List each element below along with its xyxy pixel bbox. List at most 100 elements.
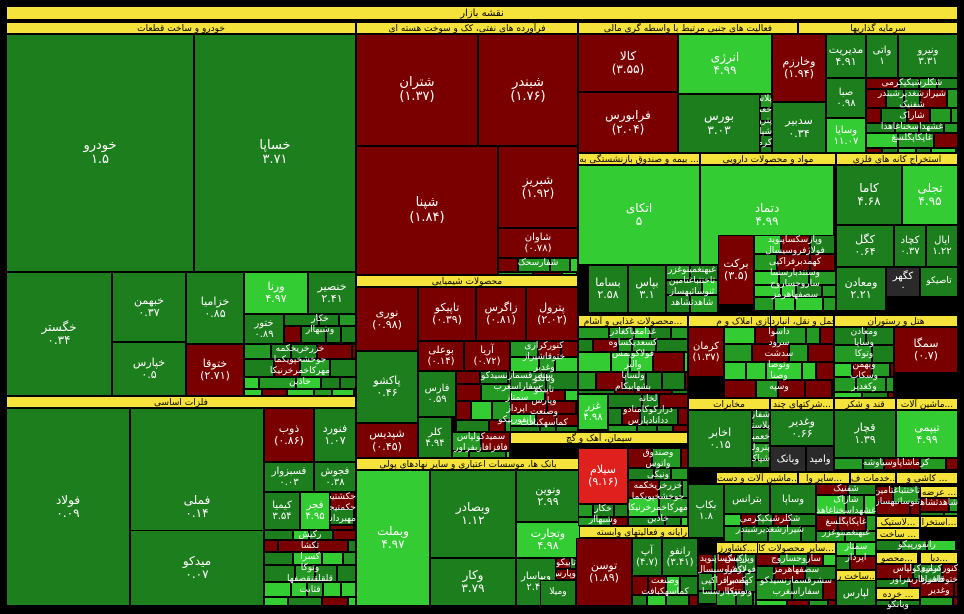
small-stock-tile[interactable] xyxy=(776,327,806,344)
small-stock-tile[interactable] xyxy=(945,470,958,472)
small-stock-tile[interactable] xyxy=(866,148,882,153)
small-stock-tile[interactable] xyxy=(316,540,348,552)
small-stock-tile[interactable] xyxy=(547,401,576,414)
small-stock-tile[interactable] xyxy=(754,285,781,297)
stock-tile[interactable]: قچار ۱.۳۹ xyxy=(834,410,896,458)
small-stock-tile[interactable] xyxy=(752,344,789,362)
stock-tile[interactable]: اتکای ۵ xyxy=(578,165,700,265)
small-stock-tile[interactable] xyxy=(766,362,802,380)
small-stock-tile[interactable] xyxy=(578,352,611,372)
small-stock-tile[interactable] xyxy=(876,551,904,553)
small-stock-tile[interactable] xyxy=(681,448,688,468)
small-stock-tile[interactable] xyxy=(510,401,547,414)
small-stock-tile[interactable] xyxy=(823,297,836,311)
small-stock-tile[interactable] xyxy=(834,458,863,470)
small-stock-tile[interactable] xyxy=(637,425,657,432)
sector-header[interactable]: استخراج کانه های فلزی xyxy=(836,153,958,165)
small-stock-tile[interactable] xyxy=(653,352,684,372)
small-stock-tile[interactable] xyxy=(593,339,618,352)
small-stock-tile[interactable] xyxy=(846,495,864,515)
small-stock-tile[interactable] xyxy=(848,484,876,495)
small-stock-tile[interactable] xyxy=(953,551,958,553)
small-stock-tile[interactable] xyxy=(608,425,637,432)
stock-tile[interactable]: پترول (۲.۰۲) xyxy=(526,287,578,341)
small-stock-tile[interactable] xyxy=(536,414,556,426)
sector-header[interactable]: کشاورز... xyxy=(716,542,758,554)
small-stock-tile[interactable] xyxy=(672,390,688,394)
small-stock-tile[interactable] xyxy=(946,458,958,470)
small-stock-tile[interactable] xyxy=(746,362,766,380)
small-stock-tile[interactable] xyxy=(352,344,356,359)
sector-header[interactable]: بانک ها، موسسات اعتباری و سایر نهادهای پ… xyxy=(356,458,580,470)
small-stock-tile[interactable] xyxy=(315,565,337,582)
stock-tile[interactable]: بساما ۲.۵۸ xyxy=(588,265,628,313)
small-stock-tile[interactable] xyxy=(596,372,624,390)
small-stock-tile[interactable] xyxy=(614,504,628,517)
small-stock-tile[interactable] xyxy=(666,595,689,606)
small-stock-tile[interactable] xyxy=(287,389,314,396)
small-stock-tile[interactable] xyxy=(456,371,480,384)
small-stock-tile[interactable] xyxy=(834,345,872,363)
small-stock-tile[interactable] xyxy=(944,123,958,133)
sector-header[interactable]: سایر وا... xyxy=(798,472,850,484)
small-stock-tile[interactable] xyxy=(284,314,319,326)
small-stock-tile[interactable] xyxy=(556,414,578,426)
small-stock-tile[interactable] xyxy=(790,514,816,526)
small-stock-tile[interactable] xyxy=(834,363,852,377)
small-stock-tile[interactable] xyxy=(931,148,956,153)
small-stock-tile[interactable] xyxy=(781,285,796,297)
small-stock-tile[interactable] xyxy=(716,554,736,572)
small-stock-tile[interactable] xyxy=(545,390,565,401)
small-stock-tile[interactable] xyxy=(742,526,768,542)
stock-tile[interactable]: ورنا ۴.۹۷ xyxy=(244,272,308,314)
small-stock-tile[interactable] xyxy=(886,377,894,392)
small-stock-tile[interactable] xyxy=(576,401,578,414)
small-stock-tile[interactable] xyxy=(893,486,919,503)
small-stock-tile[interactable] xyxy=(578,327,609,339)
stock-tile[interactable]: خنصیر ۲.۴۱ xyxy=(308,272,356,314)
small-stock-tile[interactable] xyxy=(781,235,810,254)
small-stock-tile[interactable] xyxy=(662,372,685,390)
small-stock-tile[interactable] xyxy=(650,327,671,339)
small-stock-tile[interactable] xyxy=(682,480,688,498)
small-stock-tile[interactable] xyxy=(777,254,810,271)
small-stock-tile[interactable] xyxy=(634,327,650,339)
small-stock-tile[interactable] xyxy=(659,394,688,408)
small-stock-tile[interactable] xyxy=(832,380,834,398)
small-stock-tile[interactable] xyxy=(456,420,489,432)
small-stock-tile[interactable] xyxy=(920,498,949,512)
small-stock-tile[interactable] xyxy=(922,470,945,472)
sector-header[interactable]: قند و شکر xyxy=(834,398,896,410)
small-stock-tile[interactable] xyxy=(698,554,713,573)
small-stock-tile[interactable] xyxy=(956,148,958,153)
small-stock-tile[interactable] xyxy=(851,470,875,472)
small-stock-tile[interactable] xyxy=(756,380,778,398)
small-stock-tile[interactable] xyxy=(863,458,884,470)
stock-tile[interactable]: تاصیکو xyxy=(920,267,958,297)
small-stock-tile[interactable] xyxy=(673,425,688,432)
small-stock-tile[interactable] xyxy=(822,285,836,297)
small-stock-tile[interactable] xyxy=(904,551,933,553)
small-stock-tile[interactable] xyxy=(578,339,593,352)
small-stock-tile[interactable] xyxy=(816,495,846,515)
small-stock-tile[interactable] xyxy=(810,254,835,271)
small-stock-tile[interactable] xyxy=(816,531,845,542)
small-stock-tile[interactable] xyxy=(752,443,770,460)
small-stock-tile[interactable] xyxy=(300,359,330,377)
small-stock-tile[interactable] xyxy=(801,526,816,542)
small-stock-tile[interactable] xyxy=(555,357,578,372)
small-stock-tile[interactable] xyxy=(872,345,894,363)
small-stock-tile[interactable] xyxy=(295,565,315,582)
stock-tile[interactable]: کرمان (۱.۳۷) xyxy=(688,327,724,377)
sector-header[interactable]: خودرو و ساخت قطعات xyxy=(6,22,356,34)
small-stock-tile[interactable] xyxy=(947,89,958,108)
small-stock-tile[interactable] xyxy=(756,600,787,606)
small-stock-tile[interactable] xyxy=(684,352,688,372)
stock-tile[interactable]: تیپمی ۴.۹۹ xyxy=(896,410,958,458)
small-stock-tile[interactable] xyxy=(577,272,579,275)
small-stock-tile[interactable] xyxy=(262,389,287,396)
stock-tile[interactable]: وبانک xyxy=(770,446,806,472)
small-stock-tile[interactable] xyxy=(288,597,322,606)
small-stock-tile[interactable] xyxy=(264,540,278,552)
sector-header[interactable]: محصولات غذایی و آشام... xyxy=(578,315,688,327)
